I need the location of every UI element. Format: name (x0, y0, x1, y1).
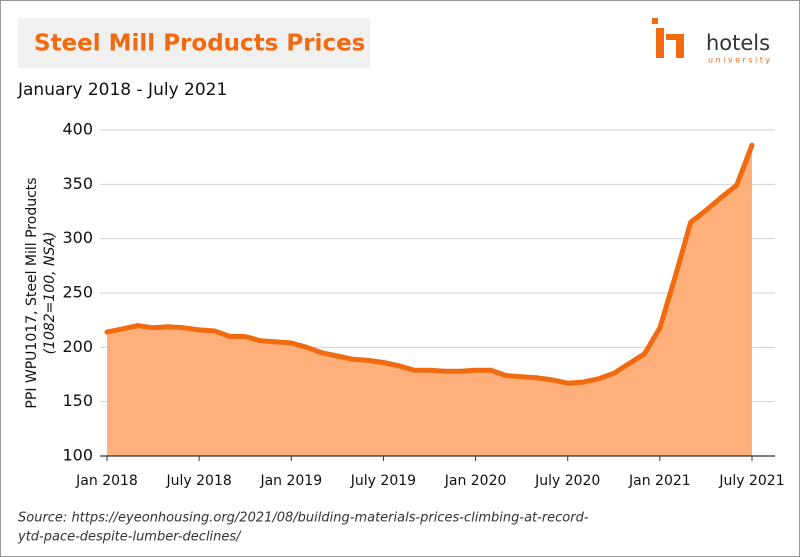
y-tick-label: 150 (62, 391, 93, 410)
y-tick-label: 300 (62, 228, 93, 247)
x-tick-label: July 2020 (534, 473, 600, 489)
x-tick-label: July 2021 (718, 473, 784, 489)
x-tick-label: Jan 2019 (259, 473, 322, 489)
line (104, 142, 755, 386)
logo-mark (652, 18, 658, 24)
source: Source: https://eyeonhousing.org/2021/08… (18, 511, 589, 526)
x-tick-label: July 2018 (166, 473, 232, 489)
source: ytd-pace-despite-lumber-declines/ (17, 530, 242, 545)
logo-mark (656, 28, 664, 58)
y-axis-label: PPI WPU1017, Steel Mill Products (24, 177, 40, 408)
chart-subtitle: January 2018 - July 2021 (17, 80, 227, 100)
x-tick-label: Jan 2018 (75, 473, 138, 489)
y-tick-label: 200 (62, 337, 93, 356)
y-tick-label: 250 (62, 283, 93, 302)
logo-sub: university (708, 56, 773, 65)
logo: hotels university (652, 18, 773, 65)
logo-mark (666, 34, 684, 58)
y-axis-label: (1082=100, NSA) (42, 232, 58, 355)
title-box (18, 18, 370, 68)
x-tick-label: Jan 2021 (628, 473, 691, 489)
y-tick-label: 400 (62, 120, 93, 139)
y-tick-label: 100 (62, 446, 93, 465)
chart-title: Steel Mill Products Prices (34, 31, 365, 57)
area (107, 145, 752, 456)
x-tick-label: July 2019 (350, 473, 416, 489)
y-tick-label: 350 (62, 174, 93, 193)
x-tick-label: Jan 2020 (444, 473, 507, 489)
logo-brand: hotels (706, 31, 770, 55)
